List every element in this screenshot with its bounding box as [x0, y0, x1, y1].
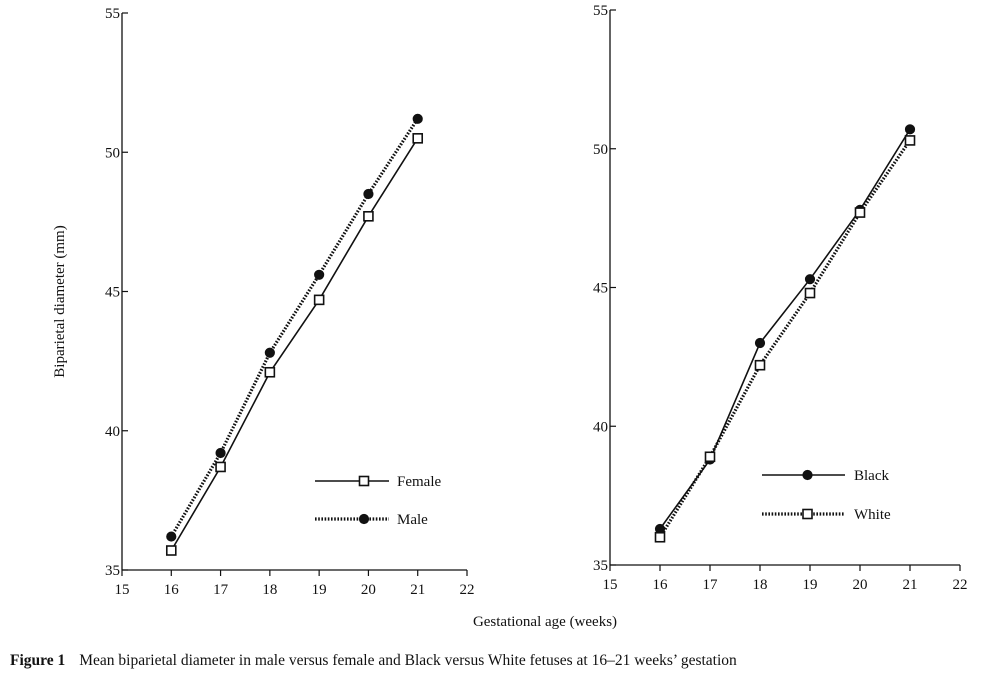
data-point-female [165, 545, 177, 556]
x-tick-label: 21 [903, 577, 918, 593]
legend-entry-female: Female [315, 474, 441, 490]
x-tick-label: 20 [853, 577, 868, 593]
x-tick-label: 18 [262, 582, 277, 598]
x-tick-label: 21 [410, 582, 425, 598]
data-point-white [754, 359, 766, 371]
data-point-female [264, 366, 276, 378]
legend-entry-male: Male [315, 512, 428, 528]
data-point-white [704, 451, 716, 463]
legend-marker [802, 469, 813, 481]
y-tick-label: 40 [593, 419, 608, 435]
y-tick-label: 45 [105, 285, 120, 301]
caption-text: Mean biparietal diameter in male versus … [79, 652, 737, 669]
data-point-male [215, 447, 226, 459]
data-point-female [363, 211, 374, 222]
x-tick-label: 16 [164, 582, 180, 598]
legend-label: Male [397, 512, 428, 528]
y-tick-label: 55 [593, 3, 608, 19]
series-male [166, 113, 423, 542]
data-point-male [314, 269, 325, 280]
series-line-male [169, 117, 420, 538]
x-tick-label: 15 [115, 582, 130, 598]
data-point-male [363, 188, 374, 200]
y-tick-label: 55 [105, 6, 120, 22]
data-point-white [804, 287, 816, 299]
legend-label: Female [397, 474, 441, 490]
data-point-white [904, 135, 916, 146]
legend-marker [358, 513, 370, 525]
data-point-black [754, 337, 766, 349]
legend-label: Black [854, 468, 889, 484]
data-point-black [904, 124, 916, 135]
data-point-female [215, 461, 226, 473]
x-axis-label: Gestational age (weeks) [473, 614, 617, 630]
series-white [654, 135, 916, 543]
data-point-black [804, 274, 816, 285]
y-tick-label: 40 [105, 424, 120, 440]
x-tick-label: 22 [460, 582, 475, 598]
series-female [165, 133, 424, 556]
y-tick-label: 35 [593, 558, 608, 574]
data-point-female [412, 133, 424, 144]
x-tick-label: 17 [213, 582, 229, 598]
x-tick-label: 16 [653, 577, 669, 593]
y-axis-label: Biparietal diameter (mm) [52, 225, 68, 377]
chart-panel-sex: 35 40 45 50 55 15 16 17 18 19 20 21 22 Biparietal dia… [52, 6, 475, 598]
y-tick-label: 50 [105, 145, 120, 161]
data-point-male [412, 113, 423, 124]
legend-label: White [854, 507, 891, 523]
x-tick-label: 15 [603, 577, 618, 593]
legend-entry-black: Black [762, 468, 889, 484]
data-point-white [854, 207, 866, 218]
legend-marker [358, 475, 370, 487]
data-point-male [264, 347, 275, 358]
x-tick-label: 22 [953, 577, 968, 593]
y-tick-label: 50 [593, 142, 608, 158]
x-tick-label: 18 [753, 577, 768, 593]
x-tick-label: 20 [361, 582, 376, 598]
y-tick-label: 45 [593, 281, 608, 297]
x-tick-label: 19 [803, 577, 818, 593]
data-point-male [166, 531, 177, 542]
x-tick-label: 17 [703, 577, 719, 593]
y-tick-label: 35 [105, 563, 120, 579]
data-point-female [313, 294, 325, 306]
chart-panel-race: 35 40 45 50 55 15 16 17 18 19 20 21 22 Black White [593, 3, 968, 593]
legend-entry-white: White [762, 507, 891, 523]
legend-marker [802, 508, 813, 520]
figure-caption: Figure 1 Mean biparietal diameter in male… [10, 652, 995, 670]
caption-figure-number: Figure 1 [10, 652, 66, 669]
series-line-female [170, 137, 419, 551]
x-tick-label: 19 [312, 582, 327, 598]
data-point-white [654, 531, 666, 543]
